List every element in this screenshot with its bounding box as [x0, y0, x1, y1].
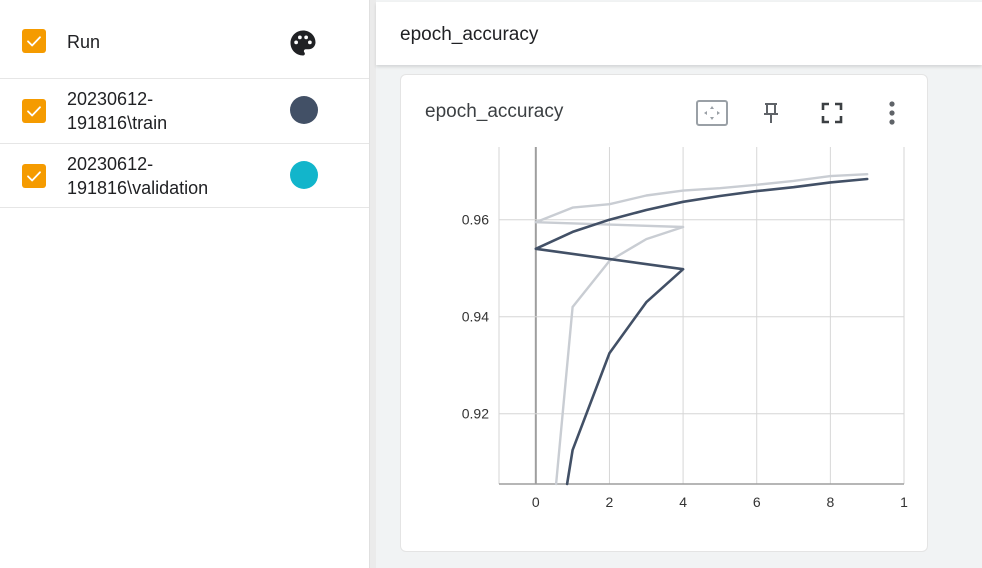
run-checkbox-validation[interactable] [22, 164, 46, 188]
more-vert-icon [889, 101, 895, 125]
series-line-train[interactable] [534, 177, 869, 486]
run-name-validation: 20230612- 191816\validation [67, 154, 209, 198]
run-column-label: Run [67, 32, 101, 52]
fullscreen-icon [821, 102, 843, 124]
y-tick-label: 0.92 [462, 406, 489, 422]
run-row-train[interactable]: 20230612- 191816\train [0, 79, 369, 144]
run-color-swatch-validation[interactable] [290, 161, 318, 189]
x-tick-label: 8 [826, 494, 834, 510]
run-checkbox-train[interactable] [22, 99, 46, 123]
more-options-button[interactable] [875, 97, 909, 129]
x-tick-label: 6 [753, 494, 761, 510]
fit-domain-icon [696, 100, 728, 126]
pin-icon [764, 103, 778, 123]
scalar-card: epoch_accuracy 0 2 4 6 8 1 0.92 0.94 0.96 [400, 74, 928, 552]
runs-header: Run [0, 2, 369, 79]
pin-button[interactable] [754, 97, 788, 129]
run-color-swatch-train[interactable] [290, 96, 318, 124]
select-all-checkbox[interactable] [22, 29, 46, 53]
check-icon [27, 36, 41, 47]
x-tick-label: 0 [532, 494, 540, 510]
panel-resize-handle[interactable] [370, 0, 376, 568]
fullscreen-button[interactable] [815, 97, 849, 129]
check-icon [27, 171, 41, 182]
series-line-validation[interactable] [534, 173, 869, 486]
scalar-card-title: epoch_accuracy [425, 101, 564, 122]
runs-panel: Run 20230612- 191816\train 20230612- 191… [0, 0, 370, 568]
tag-group-header: epoch_accuracy [376, 2, 982, 65]
fit-domain-button[interactable] [695, 97, 729, 129]
y-tick-label: 0.94 [462, 309, 489, 325]
tag-group-title: epoch_accuracy [400, 24, 539, 45]
run-row-validation[interactable]: 20230612- 191816\validation [0, 144, 369, 208]
y-tick-label: 0.96 [462, 212, 489, 228]
epoch-accuracy-chart[interactable]: 0 2 4 6 8 1 0.92 0.94 0.96 [401, 75, 929, 553]
run-name-train: 20230612- 191816\train [67, 89, 168, 133]
palette-icon[interactable] [288, 28, 318, 58]
x-tick-label: 1 [900, 494, 908, 510]
x-tick-label: 2 [606, 494, 614, 510]
check-icon [27, 106, 41, 117]
x-tick-label: 4 [679, 494, 687, 510]
